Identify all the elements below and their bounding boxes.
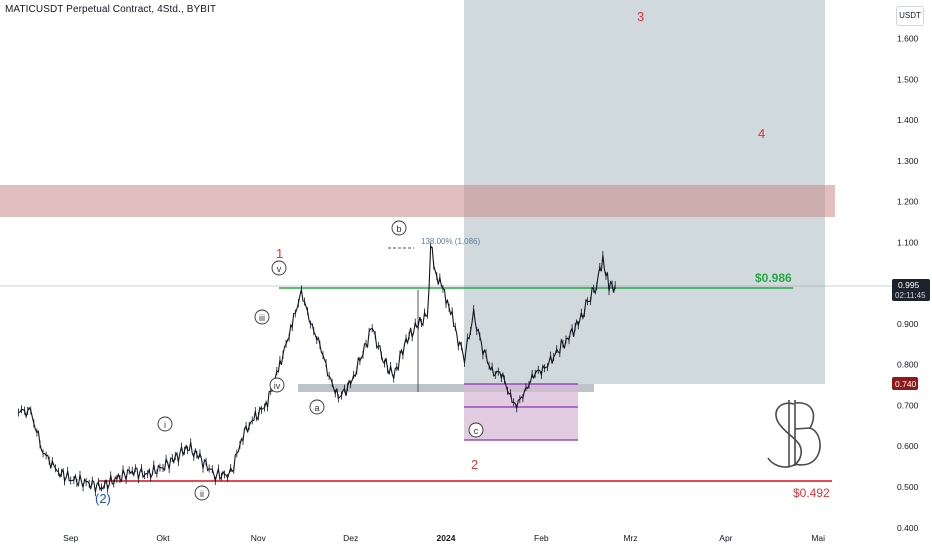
x-axis: Sep Okt Nov Dez 2024 Feb Mrz Apr Mai — [63, 533, 825, 543]
price-series — [18, 242, 616, 497]
circle-label-c: c — [468, 422, 484, 438]
wave-label-3: 3 — [637, 9, 644, 24]
svg-text:iv: iv — [274, 381, 281, 391]
y-tick-label: 0.600 — [897, 441, 919, 451]
price-tag-current: 0.995 02:11:45 — [892, 279, 930, 301]
x-tick-label: Mai — [811, 533, 825, 543]
wave-label-4: 4 — [758, 126, 765, 141]
x-tick-label: Okt — [156, 533, 170, 543]
circle-label-iv: iv — [269, 377, 285, 393]
circle-label-iii: iii — [254, 309, 270, 325]
x-tick-label: Dez — [343, 533, 358, 543]
circle-label-b: b — [391, 220, 407, 236]
x-tick-label: 2024 — [437, 533, 456, 543]
svg-text:0.995: 0.995 — [898, 280, 920, 290]
y-tick-label: 1.600 — [897, 34, 919, 44]
zones-layer — [0, 0, 892, 482]
x-tick-label: Feb — [534, 533, 549, 543]
y-tick-label: 0.900 — [897, 319, 919, 329]
x-tick-label: Mrz — [623, 533, 637, 543]
gray-support-zone — [298, 384, 594, 392]
circle-label-ii: ii — [194, 485, 210, 501]
currency-button[interactable]: USDT — [896, 6, 924, 26]
svg-text:iii: iii — [259, 313, 265, 323]
y-tick-label: 0.400 — [897, 523, 919, 533]
wave-label-1: 1 — [276, 246, 283, 261]
y-tick-label: 0.800 — [897, 360, 919, 370]
chart-title: MATICUSDT Perpetual Contract, 4Std., BYB… — [5, 4, 217, 15]
price-tag-level: 0.740 — [892, 377, 918, 390]
x-tick-label: Sep — [63, 533, 78, 543]
fib-annotation: 138.00% (1.086) — [421, 237, 480, 246]
circle-label-v: v — [271, 260, 287, 276]
resistance-zone — [0, 185, 835, 217]
annotations-layer: 138.00% (1.086) $0.986 $0.492 1 2 3 4 (2… — [95, 9, 830, 506]
y-tick-label: 1.500 — [897, 74, 919, 84]
green-level-label: $0.986 — [755, 271, 792, 285]
svg-text:a: a — [314, 403, 319, 413]
svg-text:c: c — [474, 426, 479, 436]
svg-text:b: b — [396, 224, 401, 234]
sb-logo — [767, 400, 821, 468]
y-tick-label: 0.500 — [897, 482, 919, 492]
red-level-label: $0.492 — [793, 486, 830, 500]
svg-text:0.740: 0.740 — [895, 379, 917, 389]
price-line — [18, 245, 616, 493]
svg-text:v: v — [277, 264, 282, 274]
y-tick-label: 1.300 — [897, 156, 919, 166]
svg-text:ii: ii — [200, 489, 204, 499]
y-tick-label: 1.200 — [897, 197, 919, 207]
x-tick-label: Nov — [251, 533, 267, 543]
circle-label-a: a — [309, 399, 325, 415]
y-tick-label: 1.400 — [897, 115, 919, 125]
svg-text:i: i — [164, 420, 166, 430]
wave-label-blue-2: (2) — [95, 491, 111, 506]
circle-label-i: i — [157, 416, 173, 432]
x-tick-label: Apr — [719, 533, 732, 543]
y-tick-label: 0.700 — [897, 400, 919, 410]
y-tick-label: 1.100 — [897, 237, 919, 247]
svg-text:02:11:45: 02:11:45 — [895, 291, 926, 300]
wave-label-2: 2 — [471, 457, 478, 472]
